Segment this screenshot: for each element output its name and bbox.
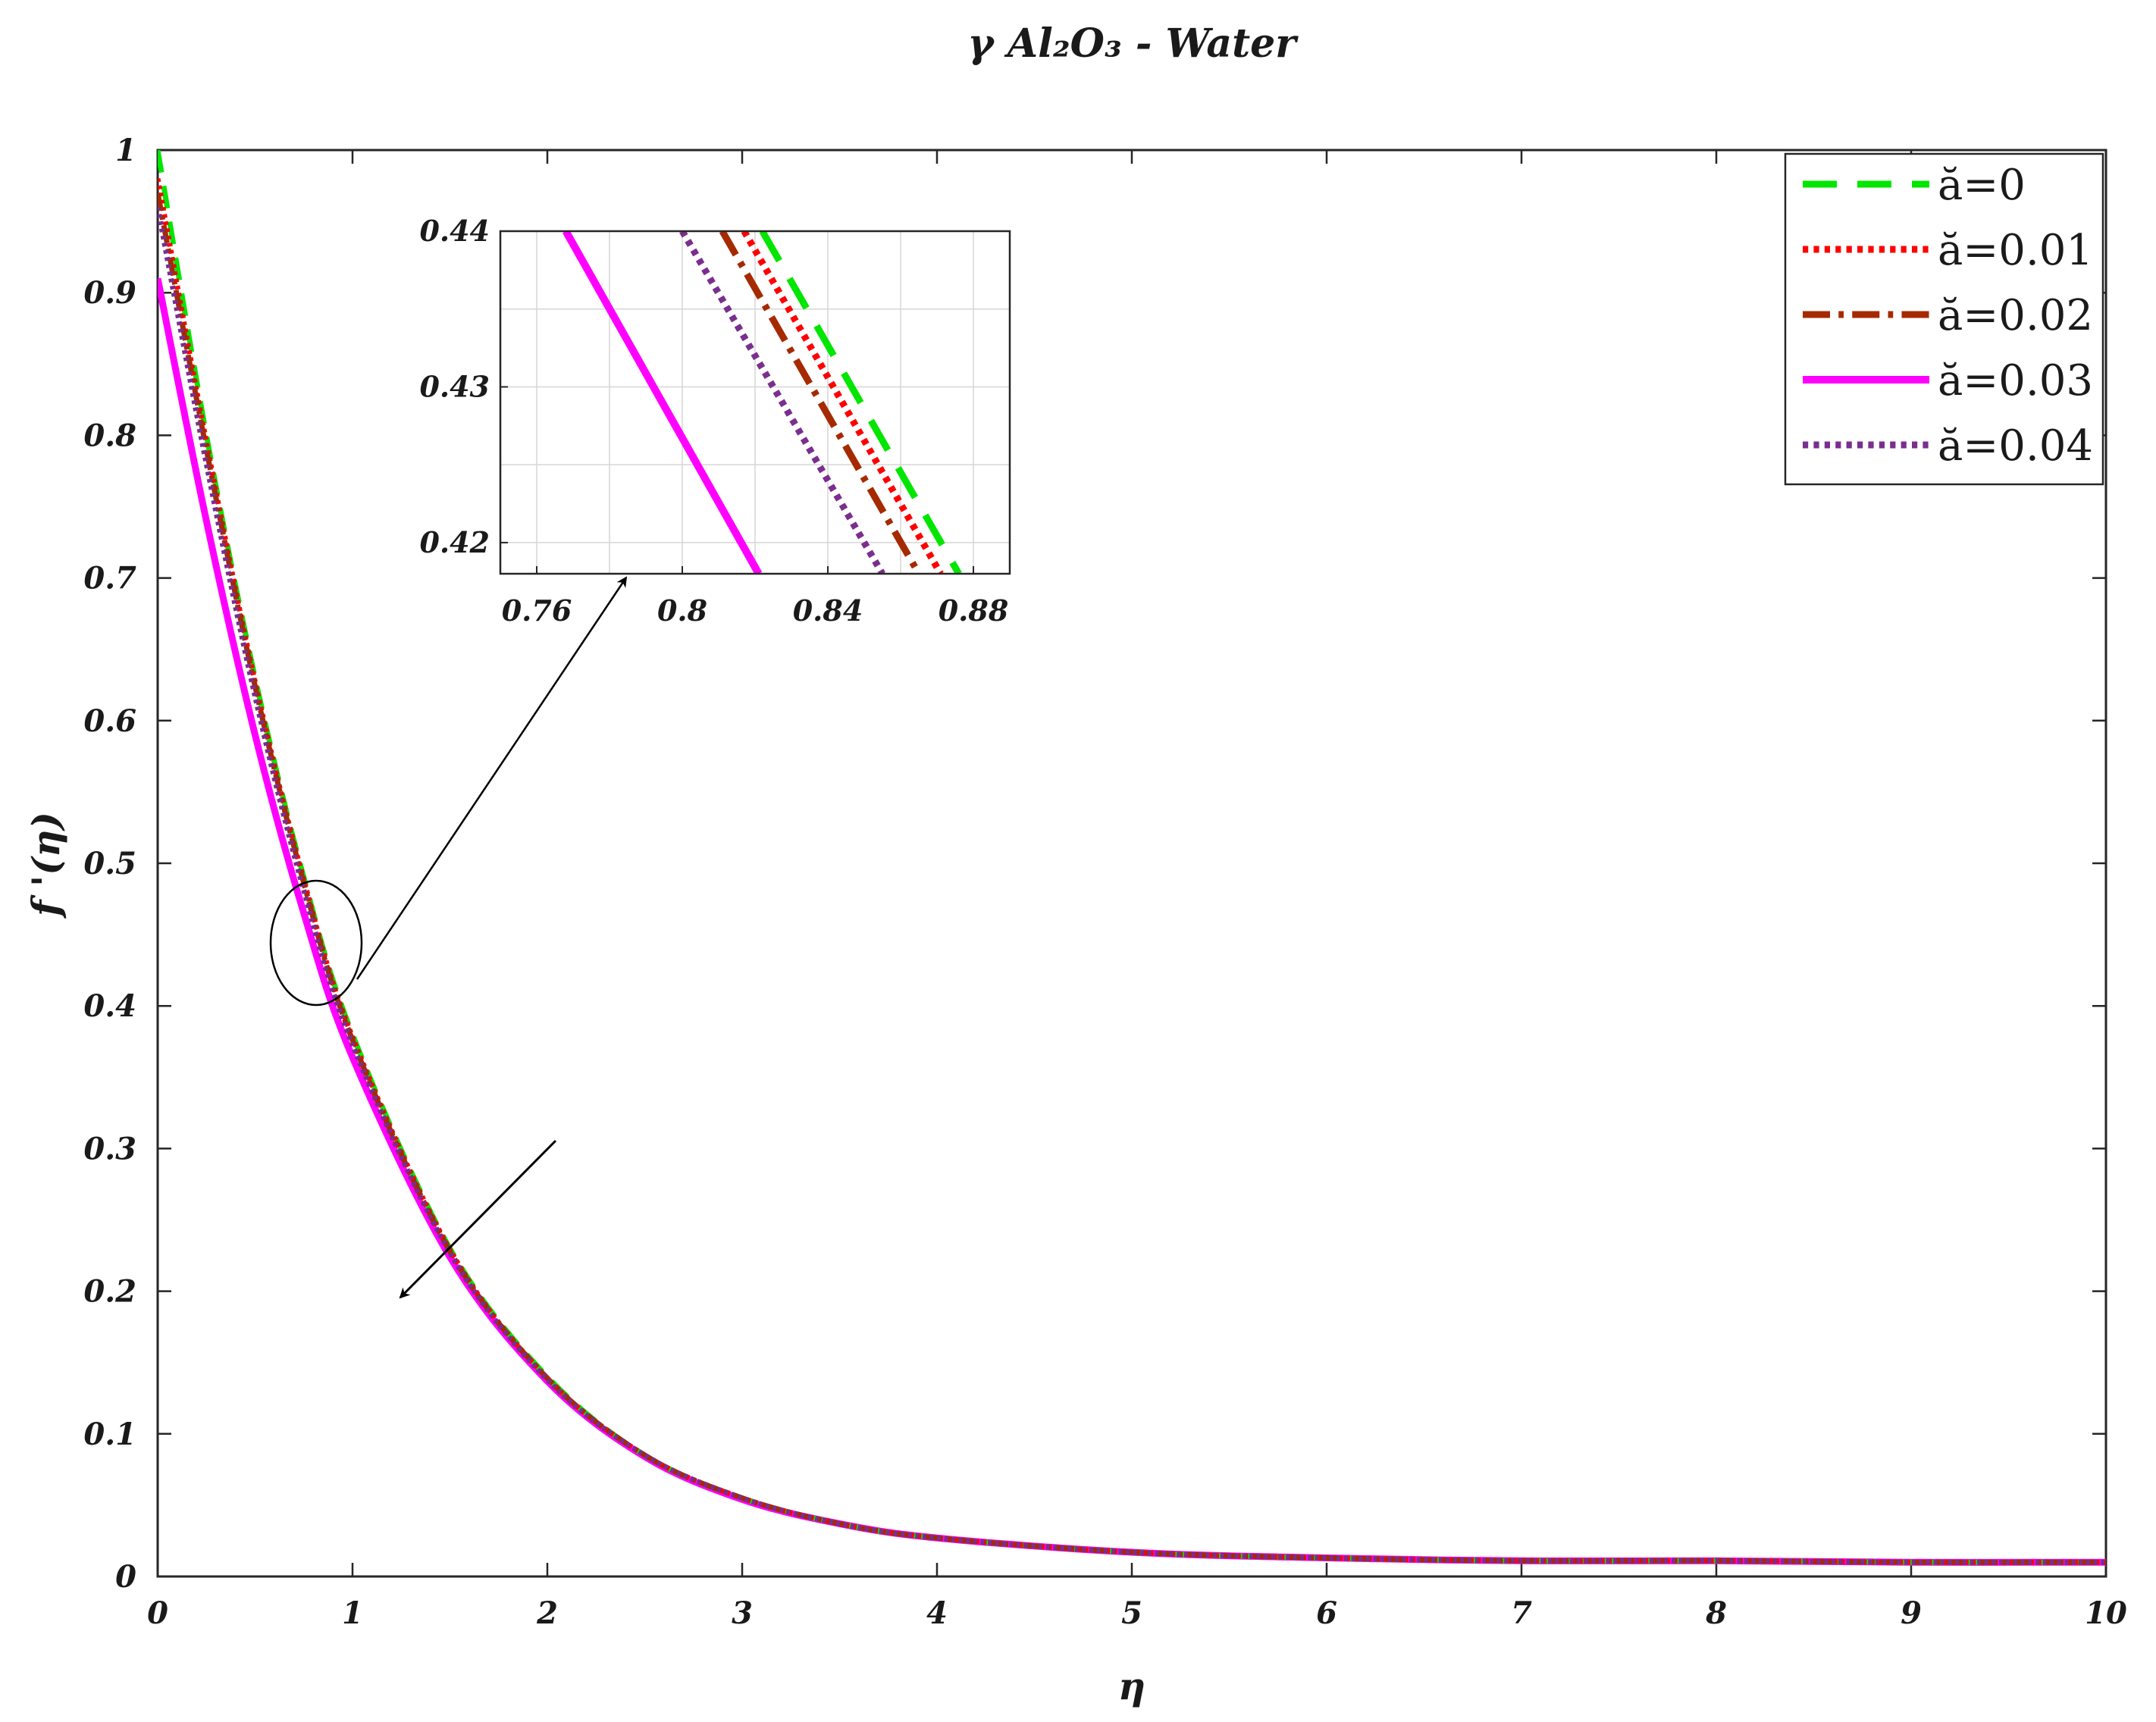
- zoom-pointer-arrow: [356, 576, 628, 980]
- legend-label-1: ă=0.01: [1938, 226, 2093, 275]
- inset-series-line-3: [563, 231, 763, 574]
- series-line-4: [158, 206, 2106, 1565]
- inset-series-line-0: [759, 231, 962, 574]
- y-tick-label: 0.8: [83, 418, 136, 453]
- x-tick-label: 9: [1901, 1595, 1922, 1631]
- legend-box: [1784, 152, 2104, 486]
- y-tick-label: 0.4: [83, 988, 136, 1024]
- y-tick-label: 0.6: [83, 703, 136, 739]
- inset-y-tick-label: 0.42: [419, 525, 490, 559]
- inset-series-lines: [563, 231, 962, 574]
- inset-y-tick-label: 0.44: [419, 214, 490, 248]
- inset-x-tick-label: 0.8: [657, 593, 707, 628]
- series-line-2: [158, 192, 2106, 1565]
- y-tick-label: 0.9: [83, 275, 136, 311]
- y-axis-label: f '(η): [24, 812, 68, 919]
- y-tick-label: 0: [115, 1559, 136, 1595]
- inset-series-line-1: [741, 231, 944, 574]
- x-tick-label: 2: [536, 1595, 558, 1631]
- y-tick-label: 0.3: [83, 1131, 136, 1166]
- inset-frame: [499, 230, 1011, 575]
- legend-label-0: ă=0: [1938, 161, 2026, 210]
- y-tick-label: 1: [115, 133, 136, 168]
- inset-plot: 0.76 0.8 0.84 0.88 0.42 0.43 0.44: [419, 214, 1011, 628]
- y-tick-label: 0.7: [83, 561, 136, 596]
- main-series-lines: [158, 150, 2106, 1566]
- inset-x-tick-label: 0.84: [793, 593, 863, 628]
- trend-arrow: [399, 1139, 557, 1299]
- y-tick-label: 0.1: [83, 1417, 136, 1452]
- legend-label-3: ă=0.03: [1938, 356, 2093, 405]
- x-tick-label: 5: [1121, 1595, 1142, 1631]
- inset-series-line-2: [719, 231, 922, 574]
- legend: ă=0 ă=0.01 ă=0.02 ă=0.03 ă=0.04: [1784, 152, 2104, 486]
- legend-label-4: ă=0.04: [1938, 421, 2093, 471]
- main-ticks: 0 1 2 3 4 5 6 7 8 9 10 0 0.1 0.2 0.3 0.4 0.5 0.6 0.7 0.8 0.9…: [83, 133, 2127, 1631]
- x-tick-label: 1: [342, 1595, 363, 1631]
- x-tick-label: 3: [732, 1595, 753, 1631]
- x-tick-label: 8: [1705, 1595, 1727, 1631]
- x-tick-label: 6: [1316, 1595, 1337, 1631]
- x-tick-label: 10: [2085, 1595, 2127, 1631]
- inset-x-tick-label: 0.88: [939, 593, 1009, 628]
- chart-title: γ Al₂O₃ - Water: [967, 20, 1299, 67]
- x-axis-label: η: [1118, 1664, 1145, 1708]
- inset-series-line-4: [679, 231, 885, 574]
- x-tick-label: 4: [926, 1595, 948, 1631]
- zoom-region-ellipse: [269, 879, 363, 1007]
- legend-label-2: ă=0.02: [1938, 291, 2093, 340]
- main-plot: 0 1 2 3 4 5 6 7 8 9 10 0 0.1 0.2 0.3 0.4 0.5 0.6 0.7 0.8 0.9…: [24, 133, 2127, 1708]
- x-tick-label: 7: [1511, 1595, 1532, 1631]
- inset-ticks: 0.76 0.8 0.84 0.88 0.42 0.43 0.44: [419, 214, 1008, 628]
- y-tick-label: 0.5: [83, 846, 136, 881]
- inset-x-tick-label: 0.76: [502, 593, 572, 628]
- inset-y-tick-label: 0.43: [419, 369, 490, 403]
- y-tick-label: 0.2: [83, 1274, 136, 1310]
- x-tick-label: 0: [147, 1595, 168, 1631]
- legend-items: ă=0 ă=0.01 ă=0.02 ă=0.03 ă=0.04: [1803, 161, 2093, 471]
